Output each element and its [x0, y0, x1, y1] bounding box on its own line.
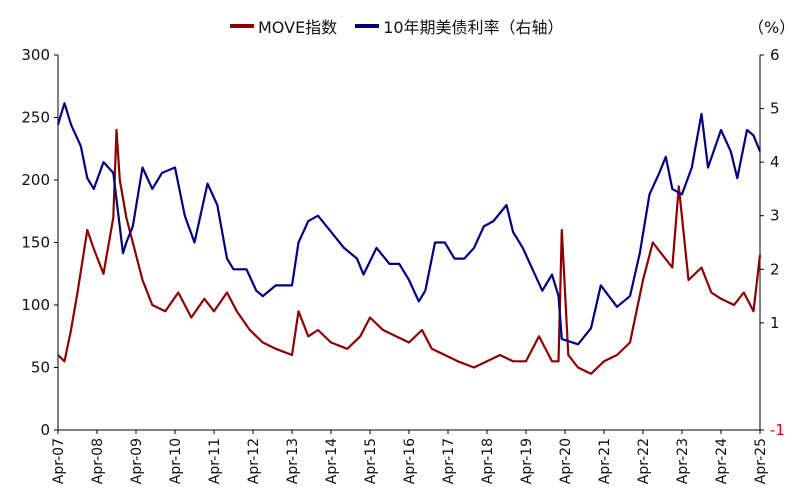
x-tick-label: Apr-09	[129, 438, 145, 484]
x-tick-label: Apr-23	[675, 438, 691, 484]
x-tick-label: Apr-18	[480, 438, 496, 484]
x-tick-label: Apr-20	[558, 438, 574, 484]
treasury-10y-yield-line	[56, 102, 762, 346]
x-tick-label: Apr-15	[363, 438, 379, 484]
x-tick-label: Apr-10	[168, 438, 184, 484]
left-tick-label: 50	[31, 359, 50, 377]
x-tick-label: Apr-24	[714, 438, 730, 484]
x-tick-label: Apr-17	[441, 438, 457, 484]
legend-label-yield: 10年期美债利率（右轴）	[383, 18, 564, 37]
series-layer	[56, 102, 762, 375]
left-tick-label: 100	[21, 296, 50, 314]
left-tick-label: 0	[40, 421, 50, 439]
legend-swatch-move	[230, 24, 254, 28]
x-tick-label: Apr-25	[753, 438, 769, 484]
x-tick-label: Apr-22	[636, 438, 652, 484]
x-tick-label: Apr-16	[402, 438, 418, 484]
x-tick-label: Apr-07	[51, 438, 67, 484]
x-tick-label: Apr-19	[519, 438, 535, 484]
legend-label-move: MOVE指数	[258, 18, 338, 37]
right-tick-label: 6	[770, 46, 780, 64]
right-tick-label: 3	[770, 207, 780, 225]
left-tick-label: 300	[21, 46, 50, 64]
legend: MOVE指数 10年期美债利率（右轴）	[230, 14, 564, 38]
right-tick-label: 4	[770, 153, 780, 171]
x-tick-label: Apr-08	[90, 438, 106, 484]
right-tick-label: 5	[770, 100, 780, 118]
x-tick-label: Apr-14	[324, 438, 340, 484]
left-tick-label: 250	[21, 109, 50, 127]
x-tick-label: Apr-21	[597, 438, 613, 484]
right-tick-label: 1	[770, 314, 780, 332]
axes: 0 50 100 150 200 250 300 -1 1 2 3 4 5 6 Apr-07 Apr-08 Ap…	[21, 46, 785, 484]
move-index-line	[57, 128, 762, 375]
right-tick-label: -1	[770, 421, 785, 439]
right-axis-unit: （%）	[748, 18, 796, 37]
legend-item-yield: 10年期美债利率（右轴）	[355, 14, 564, 38]
left-tick-label: 150	[21, 234, 50, 252]
legend-item-move: MOVE指数	[230, 14, 337, 38]
x-tick-label: Apr-13	[285, 438, 301, 484]
right-tick-label: 2	[770, 260, 780, 278]
x-tick-label: Apr-12	[246, 438, 262, 484]
x-tick-label: Apr-11	[207, 438, 223, 484]
legend-swatch-yield	[355, 24, 380, 28]
left-tick-label: 200	[21, 171, 50, 189]
